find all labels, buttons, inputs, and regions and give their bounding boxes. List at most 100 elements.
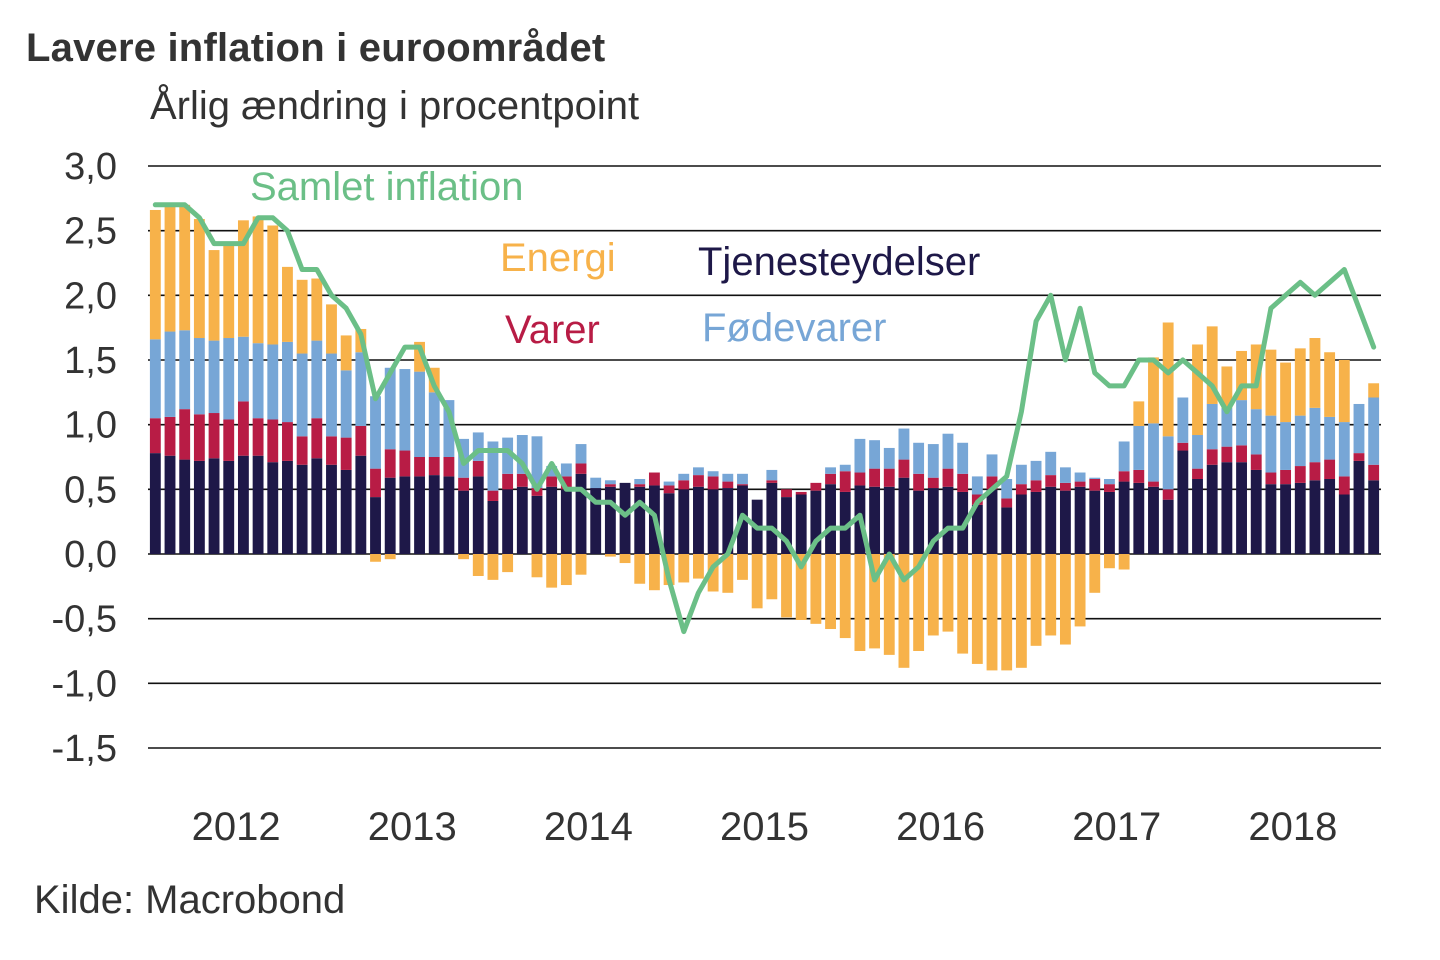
y-tick-label: 1,0: [64, 405, 117, 447]
bar-energy: [678, 554, 690, 583]
bars: [149, 204, 1380, 671]
bar-energy: [1206, 326, 1218, 404]
bar-services: [1133, 482, 1145, 554]
bar-food: [722, 473, 734, 482]
bar-goods: [1206, 449, 1218, 465]
bar-goods: [223, 419, 235, 461]
bar-goods: [1236, 445, 1247, 463]
bar-services: [1192, 478, 1203, 554]
x-tick-label: 2017: [1072, 805, 1161, 849]
bar-energy: [927, 554, 939, 636]
bar-goods: [854, 472, 866, 486]
legend-goods: Varer: [505, 308, 600, 352]
bar-goods: [311, 418, 323, 459]
bar-services: [1074, 486, 1086, 554]
bar-services: [839, 491, 851, 554]
bar-goods: [282, 422, 293, 461]
bar-energy: [575, 554, 587, 575]
bar-energy: [604, 554, 616, 557]
bar-energy: [311, 278, 323, 341]
bar-goods: [252, 418, 264, 456]
bar-services: [1221, 462, 1233, 554]
bar-services: [208, 458, 220, 554]
bar-food: [1368, 397, 1380, 465]
bar-services: [795, 494, 807, 554]
bar-food: [913, 442, 925, 474]
bar-food: [1221, 407, 1233, 447]
bar-food: [1162, 436, 1174, 490]
bar-services: [502, 489, 514, 554]
bar-food: [399, 369, 411, 451]
bar-energy: [149, 209, 161, 340]
bar-goods: [1309, 462, 1321, 481]
bar-services: [1250, 469, 1262, 554]
bar-goods: [1338, 476, 1350, 495]
bar-goods: [575, 463, 587, 474]
bar-energy: [458, 554, 470, 560]
bar-energy: [1030, 554, 1042, 646]
bar-energy: [282, 266, 293, 342]
bar-goods: [1162, 489, 1174, 500]
bar-food: [296, 353, 308, 437]
bar-goods: [1177, 442, 1189, 451]
bar-energy: [267, 225, 279, 345]
bar-food: [355, 352, 367, 426]
bar-services: [1059, 490, 1071, 554]
bar-food: [340, 370, 352, 438]
bar-goods: [913, 473, 925, 491]
bar-services: [355, 455, 367, 554]
bar-services: [370, 497, 381, 554]
bar-goods: [208, 413, 220, 459]
bar-goods: [1030, 480, 1042, 492]
bar-services: [825, 484, 836, 554]
bar-goods: [1250, 454, 1262, 470]
bar-energy: [1294, 348, 1306, 416]
bar-goods: [428, 457, 440, 476]
bar-goods: [340, 437, 352, 470]
bar-goods: [149, 418, 161, 454]
bar-food: [149, 339, 161, 419]
bar-food: [1250, 409, 1262, 455]
bar-services: [869, 486, 881, 554]
bar-energy: [737, 554, 748, 580]
bar-energy: [546, 554, 558, 588]
bar-food: [663, 481, 675, 486]
bar-services: [663, 493, 675, 554]
bar-goods: [1104, 484, 1115, 492]
bar-services: [1353, 460, 1365, 554]
bar-services: [604, 486, 616, 554]
bar-goods: [604, 484, 616, 487]
bar-energy: [957, 554, 969, 654]
bar-services: [1001, 507, 1013, 554]
bar-services: [634, 486, 646, 554]
bar-energy: [472, 554, 484, 576]
bar-energy: [208, 250, 220, 341]
bar-energy: [1236, 350, 1247, 401]
bar-goods: [1059, 482, 1071, 491]
bar-food: [1294, 415, 1306, 467]
bar-energy: [1001, 554, 1013, 671]
bar-energy: [1162, 322, 1174, 437]
bar-energy: [1265, 349, 1277, 416]
bar-services: [311, 458, 323, 554]
bar-goods: [355, 425, 367, 456]
bar-services: [1324, 478, 1336, 554]
bar-services: [340, 469, 352, 554]
bar-food: [1089, 477, 1101, 479]
bar-food: [1030, 460, 1042, 481]
bar-goods: [722, 481, 734, 489]
x-axis-ticks: 2012 2013 2014 2015 2016 2017 2018: [192, 805, 1338, 849]
bar-food: [516, 435, 528, 474]
bar-goods: [560, 476, 572, 490]
bar-energy: [751, 554, 763, 609]
bar-services: [458, 490, 470, 554]
bar-energy: [986, 554, 998, 671]
bar-energy: [1089, 554, 1101, 593]
bar-services: [1206, 464, 1218, 554]
bar-food: [854, 438, 866, 473]
bar-goods: [1118, 471, 1130, 482]
bar-food: [282, 341, 293, 423]
x-tick-label: 2013: [368, 805, 457, 849]
bar-energy: [693, 554, 704, 579]
bar-food: [766, 469, 778, 481]
